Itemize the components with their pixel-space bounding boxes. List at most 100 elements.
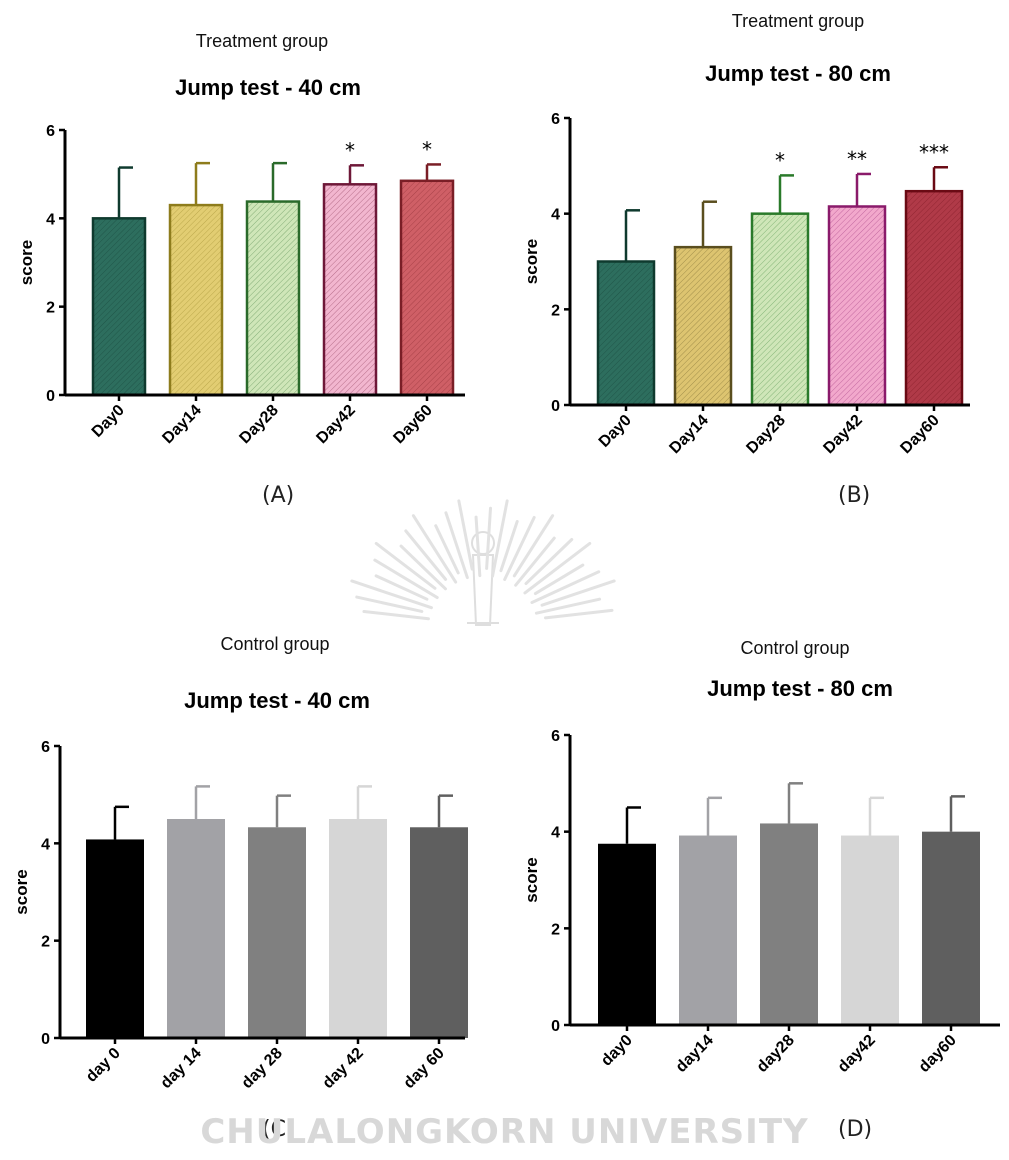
bar [322, 183, 378, 397]
group-label: Treatment group [732, 11, 864, 31]
y-tick-label: 2 [551, 921, 560, 938]
seal-ray [411, 514, 458, 584]
y-axis-label: score [12, 869, 31, 914]
seal-ray [444, 511, 469, 580]
y-tick-label: 2 [41, 934, 50, 951]
y-tick-label: 2 [551, 302, 560, 319]
bar [410, 827, 468, 1038]
seal-ray [530, 570, 601, 604]
bar [167, 819, 225, 1038]
seal-ray [490, 499, 509, 578]
y-tick-label: 0 [551, 398, 560, 415]
bar [750, 212, 810, 407]
bar [841, 835, 899, 1025]
x-tick-label: Day0 [596, 412, 635, 451]
bar [679, 835, 737, 1025]
seal-ray [374, 541, 437, 590]
university-seal-watermark [350, 499, 616, 626]
panel-label-d: (D) [838, 1117, 873, 1142]
watermark-text: CHULALONGKORN UNIVERSITY [200, 1112, 809, 1152]
panel-label-b: (B) [838, 483, 871, 508]
significance-marker: *** [919, 140, 949, 164]
seal-ray [474, 515, 482, 578]
seal-ray [503, 515, 536, 581]
y-tick-label: 6 [551, 728, 560, 745]
chart-title: Jump test - 80 cm [705, 61, 891, 86]
x-tick-label: day 60 [401, 1045, 448, 1092]
x-tick-label: Day42 [820, 412, 865, 457]
x-tick-label: day42 [835, 1032, 879, 1076]
panel-d: Control group Jump test - 80 cm score 0 2 4 6 d… [505, 632, 1000, 1102]
y-axis-label: score [17, 240, 36, 285]
seal-ray [355, 595, 424, 613]
chart-a: Treatment group Jump test - 40 cm score 0 2 4… [17, 31, 465, 447]
x-tick-label: day28 [754, 1032, 798, 1076]
x-tick-label: day 0 [83, 1045, 124, 1086]
x-tick-label: Day42 [313, 402, 358, 447]
x-tick-label: Day0 [89, 402, 128, 441]
seal-ray [434, 524, 460, 575]
seal-ray [399, 544, 447, 591]
y-tick-label: 0 [41, 1031, 50, 1048]
bar [399, 179, 455, 397]
group-label: Control group [220, 634, 329, 654]
panel-a: Treatment group Jump test - 40 cm score 0 2 4… [0, 25, 480, 485]
significance-marker: * [775, 148, 785, 172]
bar [329, 819, 387, 1038]
x-tick-label: Day60 [897, 412, 942, 457]
y-tick-label: 0 [551, 1018, 560, 1035]
x-tick-label: Day14 [666, 412, 711, 457]
significance-marker: * [345, 138, 355, 162]
seal-ray [514, 536, 556, 587]
y-tick-label: 4 [41, 836, 50, 853]
y-tick-label: 6 [41, 739, 50, 756]
x-tick-label: Day28 [743, 412, 788, 457]
chart-title: Jump test - 40 cm [175, 75, 361, 100]
chart-c: Control group Jump test - 40 cm score 0 2 4 6 d… [12, 634, 468, 1092]
bar [904, 189, 964, 407]
seal-ray [524, 538, 574, 586]
seal-ray [362, 609, 430, 621]
seal-ray [485, 506, 493, 570]
seal-ray [540, 579, 616, 607]
seal-ray [533, 563, 585, 596]
panel-label-a: (A) [262, 483, 295, 508]
y-tick-label: 4 [46, 211, 55, 228]
y-tick-label: 6 [46, 123, 55, 140]
seal-ray [523, 541, 592, 595]
panel-c: Control group Jump test - 40 cm score 0 2 4 6 d… [0, 628, 480, 1098]
bar [248, 827, 306, 1038]
bar [168, 203, 224, 397]
bar [245, 200, 301, 397]
y-tick-label: 0 [46, 388, 55, 405]
y-axis-label: score [522, 239, 541, 284]
group-label: Control group [740, 638, 849, 658]
x-tick-label: day 28 [239, 1045, 286, 1092]
x-tick-label: day0 [598, 1032, 636, 1070]
y-tick-label: 6 [551, 111, 560, 128]
seal-ray [404, 529, 448, 581]
bar [91, 217, 147, 397]
chart-d: Control group Jump test - 80 cm score 0 2 4 6 d… [522, 638, 1000, 1076]
y-tick-label: 4 [551, 825, 560, 842]
seal-ray [374, 574, 429, 601]
seal-ray [544, 608, 614, 620]
x-tick-label: day 14 [158, 1045, 205, 1092]
bar [596, 260, 656, 407]
bar [86, 839, 144, 1038]
panel-label-c: (C) [262, 1117, 295, 1142]
bar [673, 245, 733, 407]
y-axis-label: score [522, 857, 541, 902]
group-label: Treatment group [196, 31, 328, 51]
bar [922, 831, 980, 1025]
seal-ray [499, 519, 519, 573]
panel-b: Treatment group Jump test - 80 cm score 0 2 4… [505, 5, 985, 475]
significance-marker: ** [847, 147, 867, 171]
y-tick-label: 2 [46, 300, 55, 317]
seal-ray [350, 579, 433, 610]
x-tick-label: day60 [916, 1032, 960, 1076]
seal-ray [512, 514, 555, 578]
x-tick-label: Day28 [236, 402, 281, 447]
x-tick-label: day14 [673, 1032, 717, 1076]
seal-ray [534, 597, 602, 615]
